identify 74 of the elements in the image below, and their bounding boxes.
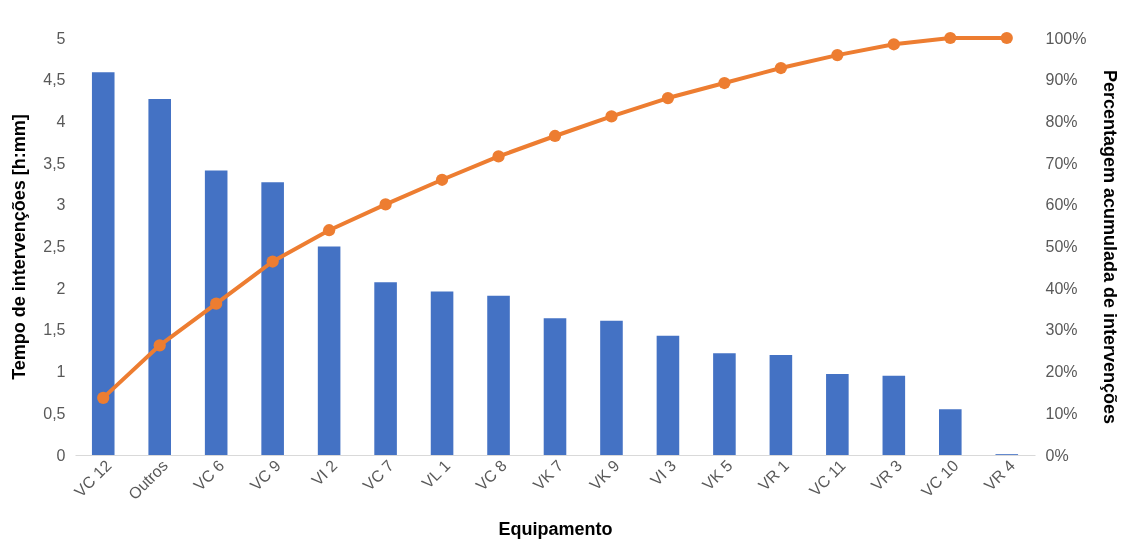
point	[548, 129, 562, 143]
y-tick-label: 0	[56, 446, 66, 464]
point	[718, 76, 731, 90]
x-tick-label: VI 2	[308, 456, 341, 489]
y-tick-label: 2	[56, 279, 66, 297]
bar	[430, 291, 454, 455]
point	[322, 224, 336, 237]
bar	[713, 353, 736, 455]
point	[831, 48, 844, 62]
y-tick-label: 1,5	[43, 321, 66, 339]
point	[1000, 31, 1013, 45]
bar	[374, 282, 397, 455]
y2-tick-label: 80%	[1045, 112, 1078, 130]
bar	[600, 320, 623, 455]
y-tick-label: 1	[56, 363, 66, 381]
x-tick-label: VK 9	[586, 456, 623, 494]
x-tick-label: VR 1	[755, 456, 793, 494]
point	[210, 297, 223, 310]
x-tick-label: VC 7	[359, 456, 397, 494]
y-tick-label: 5	[56, 29, 66, 47]
point	[605, 110, 618, 123]
x-axis-title: Equipamento	[498, 518, 613, 539]
y2-tick-label: 0%	[1045, 446, 1069, 464]
x-tick-label: VL 1	[418, 456, 454, 492]
x-tick-label: VI 3	[647, 456, 680, 489]
point	[153, 339, 166, 352]
y-tick-label: 3,5	[43, 154, 66, 172]
bar	[91, 72, 115, 455]
y2-tick-label: 50%	[1045, 238, 1078, 255]
y2-tick-label: 20%	[1045, 363, 1078, 381]
x-tick-label: VC 9	[246, 456, 285, 494]
point	[887, 38, 900, 51]
y-tick-label: 4	[56, 112, 66, 130]
x-tick-label: VC 8	[472, 456, 510, 494]
bar	[882, 375, 906, 455]
x-tick-label: VR 4	[980, 456, 1019, 494]
bar	[543, 318, 567, 455]
y2-tick-label: 90%	[1045, 71, 1078, 89]
y-axis-title: Tempo de intervenções [h:mm]	[9, 114, 30, 380]
point	[266, 255, 279, 268]
bar	[261, 182, 284, 455]
y-tick-label: 4,5	[43, 71, 66, 89]
x-tick-label: VC 6	[190, 456, 228, 494]
y2-tick-label: 100%	[1045, 29, 1087, 47]
y2-tick-label: 70%	[1045, 154, 1078, 172]
x-tick-label: VC 10	[918, 456, 962, 501]
point	[492, 150, 505, 163]
bar	[204, 170, 228, 455]
point	[661, 91, 675, 105]
y2-axis-title: Percentagem acumulada de intervenções	[1100, 69, 1121, 425]
y-tick-label: 0,5	[43, 404, 66, 422]
bar	[826, 374, 849, 455]
point	[944, 31, 957, 45]
y2-tick-label: 30%	[1045, 321, 1078, 339]
bar	[317, 246, 341, 455]
point	[379, 198, 392, 211]
x-tick-label: VR 3	[867, 456, 906, 494]
bar	[656, 335, 680, 455]
point	[97, 391, 110, 404]
y2-tick-label: 60%	[1045, 196, 1078, 214]
x-tick-label: VC 11	[806, 456, 849, 500]
bar	[487, 295, 510, 455]
bar	[769, 354, 793, 455]
x-tick-label: VK 7	[529, 456, 567, 494]
bar	[148, 98, 171, 455]
bar	[939, 409, 962, 455]
x-tick-label: VK 5	[699, 456, 736, 494]
y2-tick-label: 40%	[1045, 279, 1078, 297]
y2-tick-label: 10%	[1045, 404, 1078, 422]
point	[435, 173, 449, 186]
point	[774, 61, 788, 75]
y-tick-label: 2,5	[43, 238, 66, 255]
x-tick-label: VC 12	[71, 456, 115, 501]
y-tick-label: 3	[56, 196, 66, 214]
